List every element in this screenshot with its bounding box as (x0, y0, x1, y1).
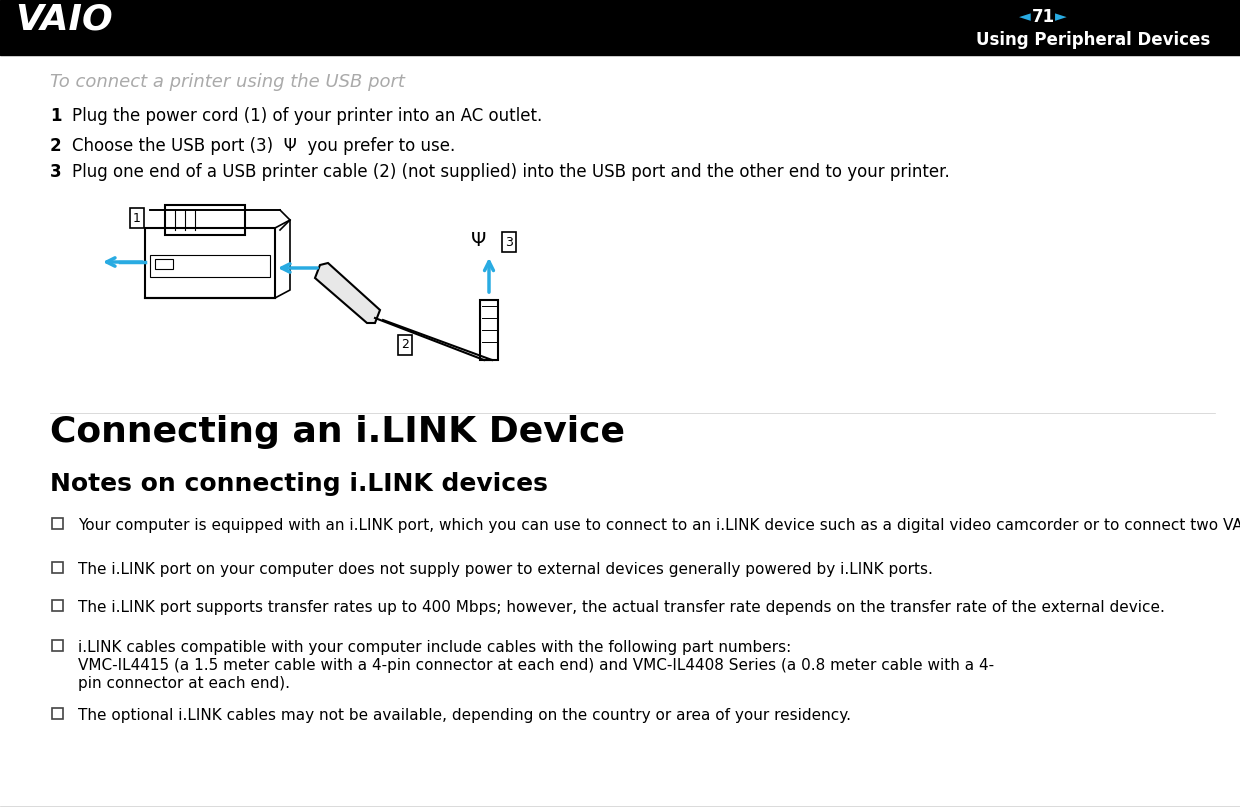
Text: Plug the power cord (1) of your printer into an AC outlet.: Plug the power cord (1) of your printer … (72, 107, 542, 125)
Polygon shape (315, 263, 379, 323)
Text: Plug one end of a USB printer cable (2) (not supplied) into the USB port and the: Plug one end of a USB printer cable (2) … (72, 163, 950, 181)
Text: 3: 3 (505, 235, 513, 249)
Bar (52, 600, 63, 611)
Text: ►: ► (1055, 9, 1066, 24)
Bar (480, 300, 498, 360)
Bar (52, 640, 63, 651)
Text: VAIO: VAIO (15, 2, 113, 36)
Text: Choose the USB port (3)  Ψ  you prefer to use.: Choose the USB port (3) Ψ you prefer to … (72, 137, 455, 155)
Text: 2: 2 (50, 137, 62, 155)
Text: Ψ: Ψ (471, 230, 486, 250)
Text: ◄: ◄ (1019, 9, 1030, 24)
Bar (165, 205, 246, 235)
Text: VMC-IL4415 (a 1.5 meter cable with a 4-pin connector at each end) and VMC-IL4408: VMC-IL4415 (a 1.5 meter cable with a 4-p… (78, 658, 994, 673)
Text: 2: 2 (401, 339, 409, 351)
Text: 71: 71 (1032, 7, 1054, 26)
Text: The optional i.LINK cables may not be available, depending on the country or are: The optional i.LINK cables may not be av… (78, 708, 851, 723)
Text: Connecting an i.LINK Device: Connecting an i.LINK Device (50, 415, 625, 449)
Text: The i.LINK port supports transfer rates up to 400 Mbps; however, the actual tran: The i.LINK port supports transfer rates … (78, 600, 1164, 615)
Bar (155, 259, 174, 269)
Text: Your computer is equipped with an i.LINK port, which you can use to connect to a: Your computer is equipped with an i.LINK… (78, 518, 1240, 533)
Text: 3: 3 (50, 163, 62, 181)
Bar (52, 518, 63, 529)
Text: Notes on connecting i.LINK devices: Notes on connecting i.LINK devices (50, 472, 548, 496)
Text: The i.LINK port on your computer does not supply power to external devices gener: The i.LINK port on your computer does no… (78, 562, 932, 577)
Text: i.LINK cables compatible with your computer include cables with the following pa: i.LINK cables compatible with your compu… (78, 640, 791, 655)
Bar (145, 228, 275, 298)
Text: 1: 1 (133, 212, 141, 225)
Bar (52, 562, 63, 573)
Text: pin connector at each end).: pin connector at each end). (78, 676, 290, 691)
Text: To connect a printer using the USB port: To connect a printer using the USB port (50, 73, 405, 91)
Bar (150, 255, 270, 277)
Bar (52, 708, 63, 719)
Text: 1: 1 (50, 107, 62, 125)
Text: Using Peripheral Devices: Using Peripheral Devices (976, 31, 1210, 48)
Bar (0, 0, 1240, 55)
